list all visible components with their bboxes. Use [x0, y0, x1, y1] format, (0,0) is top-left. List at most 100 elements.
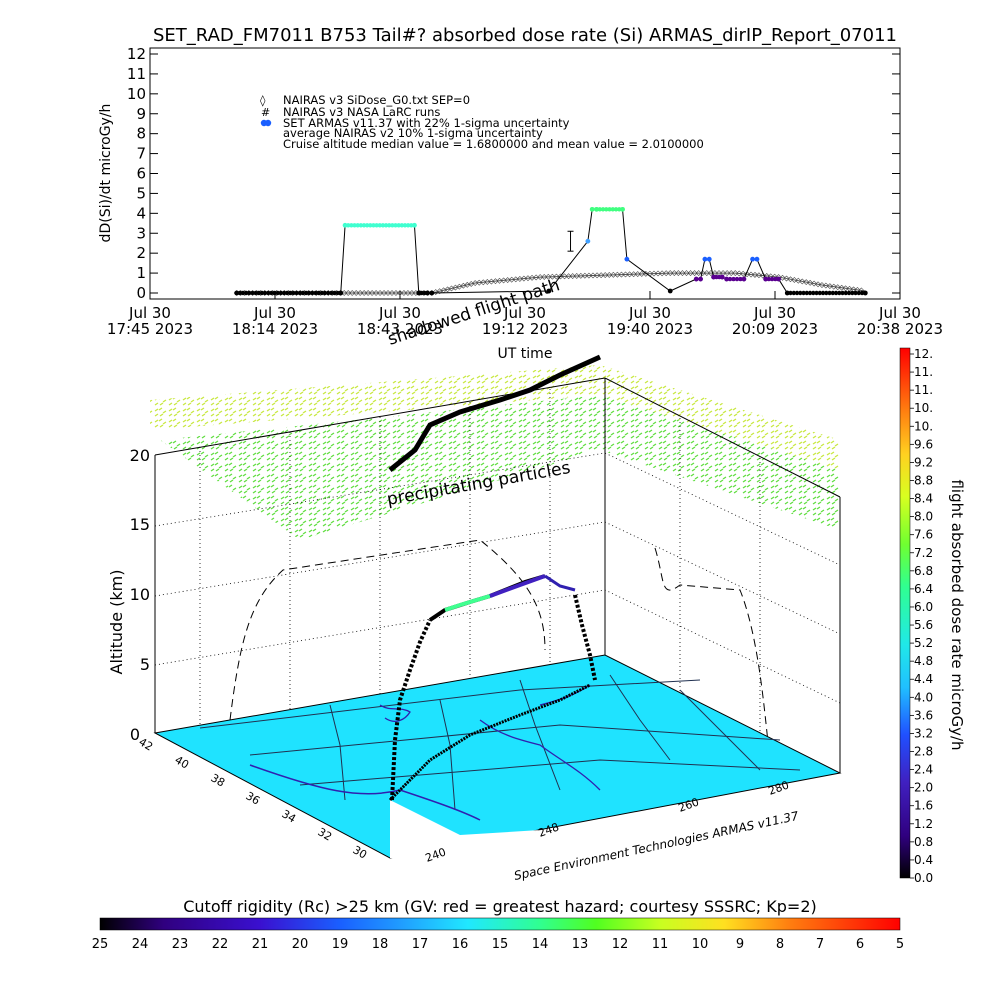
nairas-diamond: [638, 271, 645, 277]
series-layer: [233, 206, 868, 296]
cbar-tick-label: 2.8: [914, 745, 933, 759]
armas-point: [332, 290, 337, 296]
rc-colorbar-ramp: [99, 917, 901, 931]
rc-tick-label: 18: [372, 937, 389, 952]
armas-point: [620, 206, 625, 212]
armas-point: [859, 290, 865, 296]
nairas-diamond: [630, 271, 637, 278]
legend-entry: SET ARMAS v11.37 with 22% 1-sigma uncert…: [283, 116, 570, 130]
nairas-diamond: [691, 270, 698, 277]
nairas-diamond: [683, 270, 690, 277]
armas-point: [617, 207, 622, 212]
nairas-diamond: [799, 278, 806, 285]
armas-point: [247, 290, 252, 296]
armas-point: [342, 222, 348, 228]
cbar-tick-label: 5.2: [914, 636, 933, 650]
armas-point: [256, 290, 261, 296]
nairas-diamond: [699, 270, 706, 277]
armas-point: [387, 223, 392, 228]
armas-point: [361, 223, 367, 228]
armas-point: [862, 290, 868, 296]
armas-point: [837, 290, 842, 296]
cbar-tick-label: 10.: [914, 419, 933, 433]
legend: ◊ NAIRAS v3 SiDose_G0.txt SEP=0 # NAIRAS…: [260, 93, 704, 151]
precip-layer-yellow: [150, 365, 840, 470]
armas-point: [269, 290, 274, 296]
nairas-diamond: [549, 273, 556, 280]
cbar-tick-label: 6.0: [914, 600, 933, 614]
armas-point: [589, 206, 595, 212]
armas-point: [846, 290, 852, 296]
legend-entry: NAIRAS v3 SiDose_G0.txt SEP=0: [283, 93, 470, 107]
x-tick-time: 17:45 2023: [107, 320, 193, 338]
x-tick-date: Jul 30: [503, 304, 546, 322]
nairas-diamond: [807, 279, 814, 286]
rc-tick-label: 25: [92, 937, 109, 952]
armas-point: [667, 288, 673, 294]
nairas-diamond: [626, 271, 633, 278]
armas-point: [738, 276, 743, 282]
armas-point: [281, 290, 287, 296]
armas-point: [316, 290, 321, 296]
armas-point: [798, 290, 803, 296]
x-tick-date: Jul 30: [128, 304, 171, 322]
z-axis: 0 5 10 15 20 Altitude (km): [107, 446, 150, 744]
armas-point: [734, 276, 740, 282]
nairas-diamond: [732, 270, 739, 277]
cbar-tick-label: 2.0: [914, 781, 933, 795]
dose-colorbar-ramp: [899, 347, 911, 879]
nairas-diamond: [389, 290, 395, 296]
armas-point: [702, 256, 708, 262]
armas-point: [776, 276, 782, 282]
nairas-diamond: [779, 274, 786, 281]
armas-point: [368, 223, 373, 228]
armas-point: [840, 290, 845, 296]
nairas-diamond: [377, 290, 383, 296]
y-tick-label: 8: [136, 125, 146, 143]
armas-point: [338, 290, 344, 296]
x-tick-date: Jul 30: [378, 304, 421, 322]
nairas-diamond: [557, 273, 564, 280]
y-tick-label: 5: [136, 184, 146, 202]
nairas-diamond: [606, 272, 613, 278]
armas-point: [374, 223, 379, 228]
armas-point: [300, 290, 306, 296]
nairas-diamond: [744, 271, 751, 278]
rc-tick-label: 10: [692, 937, 709, 952]
armas-point: [766, 276, 772, 282]
cbar-tick-label: 0.8: [914, 835, 933, 849]
armas-point: [830, 290, 836, 296]
cbar-tick-label: 3.2: [914, 726, 933, 740]
y-axis-label: dD(Si)/dt microGy/h: [98, 104, 114, 243]
armas-point: [607, 207, 612, 212]
armas-point: [291, 290, 296, 296]
x-axis-label: UT time: [498, 346, 553, 362]
legend-entry: NAIRAS v3 NASA LaRC runs: [283, 105, 440, 119]
shadow-flight-path-right: [654, 547, 771, 761]
nairas-diamond: [822, 282, 829, 289]
cbar-tick-label: 1.6: [914, 799, 933, 813]
armas-point: [833, 290, 839, 296]
rc-tick-label: 24: [132, 937, 149, 952]
lat-tick: 30: [351, 843, 370, 861]
nairas-diamond: [842, 285, 849, 292]
armas-point: [275, 290, 280, 296]
rc-tick-label: 6: [856, 937, 864, 952]
armas-point: [352, 223, 357, 228]
cbar-tick-label: 2.4: [914, 763, 933, 777]
lat-tick: 38: [209, 771, 228, 789]
cbar-tick-label: 3.6: [914, 708, 933, 722]
shadow-flight-path: [229, 539, 546, 721]
armas-point: [843, 290, 849, 296]
y-tick-label: 10: [127, 85, 146, 103]
x-tick-date: Jul 30: [253, 304, 296, 322]
nairas-diamond: [838, 284, 845, 291]
altitude-grid: [154, 389, 841, 735]
armas-point: [429, 290, 435, 296]
cbar-tick-label: 7.6: [914, 528, 933, 542]
nairas-diamond: [819, 282, 825, 288]
z-tick: 10: [130, 585, 150, 604]
nairas-diamond: [569, 273, 576, 279]
armas-point: [827, 290, 832, 296]
